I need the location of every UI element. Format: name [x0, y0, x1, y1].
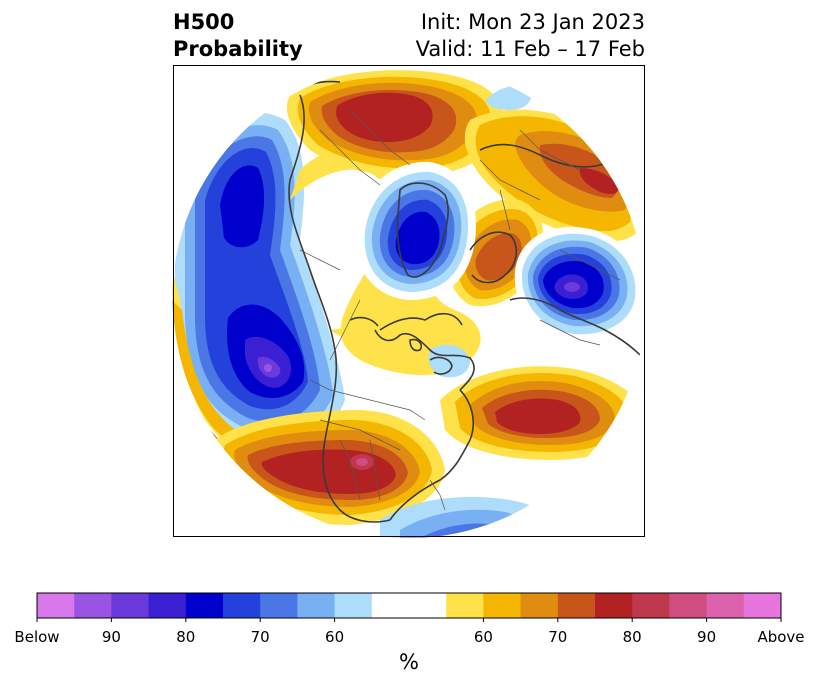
colorbar-tick-label: Above: [757, 628, 805, 646]
colorbar-unit-label: %: [399, 650, 419, 674]
colorbar-tick-label: 70: [548, 628, 568, 646]
map-frame: [173, 65, 645, 537]
colorbar-swatch: [595, 593, 633, 618]
title-variable: H500: [173, 10, 235, 34]
colorbar-tick-label: 90: [697, 628, 717, 646]
colorbar-swatch: [557, 593, 596, 618]
init-date: Init: Mon 23 Jan 2023: [420, 10, 645, 34]
title-quantity: Probability: [173, 37, 303, 61]
colorbar-swatch: [669, 593, 707, 618]
colorbar-swatch: [185, 593, 224, 618]
colorbar-swatch: [148, 593, 187, 618]
colorbar-swatch: [260, 593, 298, 618]
map-title: H500 Probability: [173, 9, 303, 63]
valid-range: Valid: 11 Feb – 17 Feb: [415, 37, 645, 61]
colorbar-swatch: [37, 593, 75, 618]
map-dates: Init: Mon 23 Jan 2023 Valid: 11 Feb – 17…: [416, 9, 645, 63]
colorbar-swatch: [223, 593, 261, 618]
colorbar-swatch: [334, 593, 373, 618]
colorbar-tick-label: 70: [250, 628, 270, 646]
colorbar-tick-label: 60: [473, 628, 493, 646]
colorbar-swatch: [297, 593, 335, 618]
colorbar-tick-label: 80: [176, 628, 196, 646]
colorbar-tick-label: 90: [101, 628, 121, 646]
coastlines: [288, 80, 641, 523]
atlantic-above-region: [440, 366, 645, 460]
colorbar-frame: [36, 592, 782, 619]
colorbar-swatch: [111, 593, 149, 618]
colorbar-swatch: [371, 593, 410, 618]
asia-below-region: [514, 226, 646, 343]
colorbar-swatch: [74, 593, 112, 618]
colorbar-swatch: [743, 593, 782, 618]
colorbar-tick-label: 60: [325, 628, 345, 646]
colorbar-swatch: [520, 593, 559, 618]
colorbar-swatch: [446, 593, 484, 618]
colorbar-swatch: [632, 593, 670, 618]
siberia-above-region: [286, 70, 504, 176]
colorbar: [36, 592, 782, 622]
colorbar-swatch: [409, 593, 447, 618]
colorbar-swatch: [483, 593, 521, 618]
pacific-below-region: [175, 112, 345, 446]
colorbar-swatch: [706, 593, 745, 618]
probability-field: [172, 64, 646, 538]
colorbar-tick-label: Below: [14, 628, 60, 646]
colorbar-tick-label: 80: [622, 628, 642, 646]
